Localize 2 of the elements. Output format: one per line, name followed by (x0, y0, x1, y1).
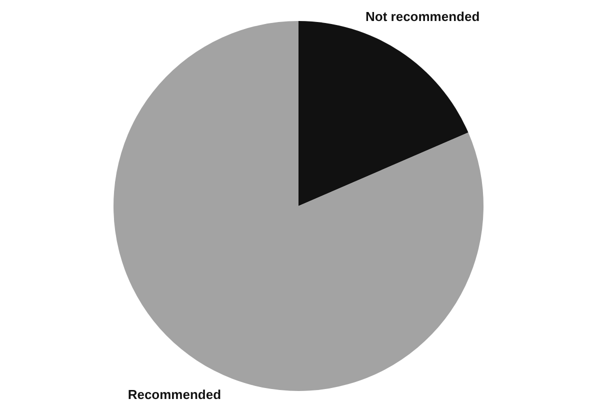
slice-label: Recommended (128, 386, 222, 402)
slice-label: Not recommended (366, 9, 480, 24)
